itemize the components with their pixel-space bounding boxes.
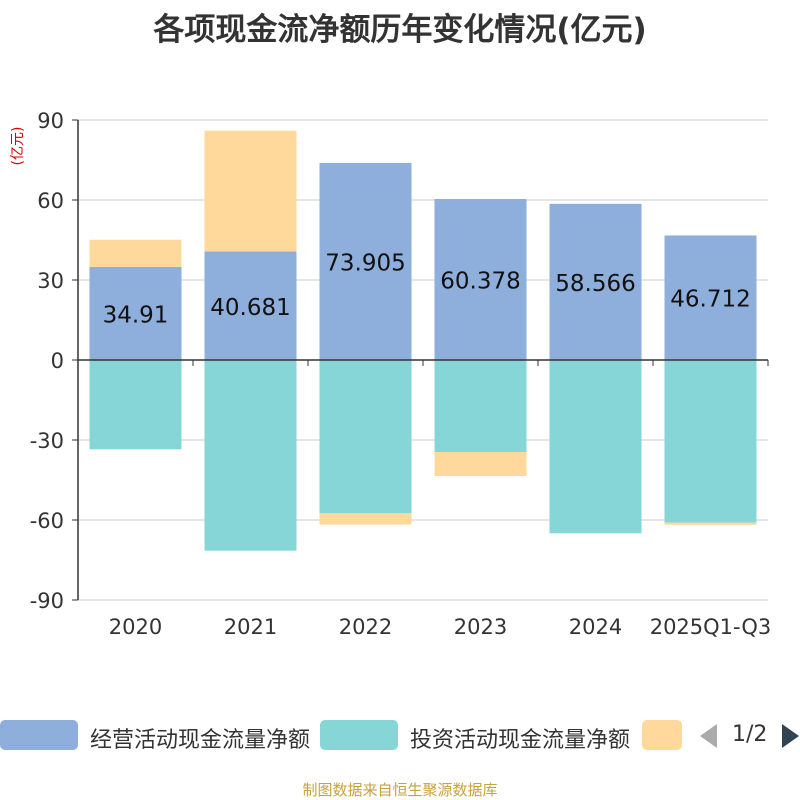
bar-2-2021 [204, 360, 297, 551]
bar-2-2022 [319, 360, 412, 514]
y-tick-label: -90 [30, 589, 64, 613]
x-tick-label: 2023 [454, 615, 507, 639]
x-tick-label: 2022 [339, 615, 392, 639]
x-tick-label: 2024 [569, 615, 622, 639]
legend-label-investing: 投资活动现金流量净额 [410, 728, 631, 753]
chart-area: 90 60 30 0 -30 -60 -90 (亿元) 34.91 2020 40.681 2021 7… [10, 109, 771, 639]
legend-label-operating: 经营活动现金流量净额 [90, 728, 311, 753]
y-tick-label: 90 [37, 109, 64, 133]
bar-2-2023 [434, 360, 527, 452]
bar-1-2022 [319, 162, 412, 360]
chart-title: 各项现金流净额历年变化情况(亿元) [153, 12, 647, 48]
y-tick-label: -30 [30, 429, 64, 453]
bar-value-label: 58.566 [555, 271, 635, 297]
axes-layer [72, 119, 769, 601]
bar-2-2020 [89, 360, 182, 450]
bar-1-2021 [204, 251, 297, 360]
bar-2-2024 [549, 360, 642, 534]
x-tick-label: 2020 [109, 615, 162, 639]
y-tick-label: -60 [30, 509, 64, 533]
bar-3-2025Q1-Q3 [664, 522, 757, 525]
legend-swatch-investing [320, 720, 398, 750]
bar-1-2025Q1-Q3 [664, 235, 757, 360]
bar-3-2022 [319, 513, 412, 525]
y-tick-label: 60 [37, 189, 64, 213]
bar-1-2020 [89, 266, 182, 360]
legend-swatch-operating [0, 720, 78, 750]
bar-value-label: 40.681 [210, 295, 290, 321]
x-tick-label: 2025Q1-Q3 [650, 615, 772, 639]
bar-value-label: 60.378 [440, 268, 520, 294]
legend-swatch-financing [642, 720, 682, 750]
bar-value-label: 73.905 [325, 250, 405, 276]
bar-2-2025Q1-Q3 [664, 360, 757, 523]
legend-pager: 1/2 [700, 720, 800, 750]
pager-prev-icon[interactable] [700, 724, 717, 748]
bar-3-2021 [204, 130, 297, 252]
bar-value-label: 46.712 [670, 287, 750, 313]
bar-3-2023 [434, 452, 527, 476]
pager-next-icon[interactable] [782, 724, 799, 748]
labels-layer: 90 60 30 0 -30 -60 -90 (亿元) 34.91 2020 40.681 2021 7… [10, 109, 771, 639]
x-tick-label: 2021 [224, 615, 277, 639]
bar-1-2024 [549, 203, 642, 360]
pager-page-text: 1/2 [732, 722, 768, 747]
bars-layer [89, 130, 757, 551]
legend: 经营活动现金流量净额 投资活动现金流量净额 1/2 [0, 712, 800, 758]
y-tick-label: 30 [37, 269, 64, 293]
y-tick-label: 0 [51, 349, 64, 373]
bar-3-2020 [89, 239, 182, 267]
y-axis-title: (亿元) [10, 127, 26, 166]
source-note: 制图数据来自恒生聚源数据库 [302, 781, 498, 799]
bar-1-2023 [434, 198, 527, 360]
bar-value-label: 34.91 [103, 302, 169, 328]
grid-layer [78, 119, 768, 601]
